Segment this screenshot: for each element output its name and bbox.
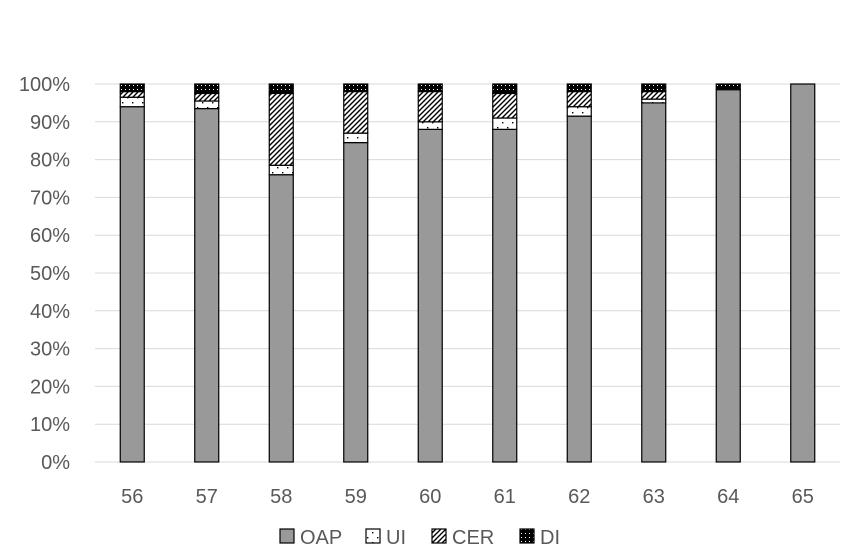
legend-swatch-ui: [365, 528, 381, 544]
y-tick-label: 50%: [30, 263, 70, 285]
bars: [119, 83, 816, 463]
bar-cer-62: [566, 90, 592, 108]
bar-group-63: [641, 83, 667, 463]
x-tick-label: 60: [419, 486, 441, 508]
bar-di-63: [641, 83, 667, 93]
y-tick-label: 90%: [30, 112, 70, 134]
legend-item-cer: CER: [431, 527, 494, 549]
bar-cer-59: [343, 90, 369, 134]
legend-swatch-cer: [431, 528, 447, 544]
bar-di-64: [715, 83, 741, 91]
x-tick-label: 63: [643, 486, 665, 508]
bar-group-56: [119, 83, 145, 463]
bar-cer-58: [268, 92, 294, 166]
bar-di-60: [417, 83, 443, 93]
legend: OAP UI CER DI: [279, 527, 560, 549]
legend-label-oap: OAP: [300, 527, 342, 549]
bar-cer-57: [194, 92, 220, 102]
legend-item-di: DI: [519, 527, 560, 549]
bar-oap-65: [790, 83, 816, 463]
x-axis-tick-labels: 56 57 58 59 60 61 62 63 64 65: [121, 486, 814, 508]
x-tick-label: 56: [121, 486, 143, 508]
bar-oap-60: [417, 128, 443, 463]
y-tick-label: 30%: [30, 339, 70, 361]
x-tick-label: 57: [196, 486, 218, 508]
bar-di-56: [119, 83, 145, 93]
bar-oap-63: [641, 102, 667, 463]
legend-label-di: DI: [540, 527, 560, 549]
x-tick-label: 61: [494, 486, 516, 508]
bar-group-60: [417, 83, 443, 463]
x-tick-label: 64: [717, 486, 739, 508]
legend-swatch-oap: [279, 528, 295, 544]
y-tick-label: 60%: [30, 225, 70, 247]
y-tick-label: 100%: [19, 74, 70, 96]
bar-group-64: [715, 83, 741, 463]
bar-group-65: [790, 83, 816, 463]
bar-oap-59: [343, 141, 369, 463]
bar-group-62: [566, 83, 592, 463]
legend-label-ui: UI: [386, 527, 406, 549]
bar-group-58: [268, 83, 294, 463]
bar-oap-61: [492, 128, 518, 463]
bar-di-62: [566, 83, 592, 93]
bar-di-61: [492, 83, 518, 95]
y-tick-label: 10%: [30, 414, 70, 436]
bar-cer-56: [119, 90, 145, 98]
bar-oap-58: [268, 174, 294, 463]
y-tick-label: 40%: [30, 301, 70, 323]
bar-ui-58: [268, 164, 294, 176]
bar-oap-56: [119, 106, 145, 463]
bar-group-61: [492, 83, 518, 463]
y-tick-label: 80%: [30, 150, 70, 172]
bar-cer-63: [641, 90, 667, 100]
y-tick-label: 20%: [30, 376, 70, 398]
bar-di-57: [194, 83, 220, 95]
legend-label-cer: CER: [452, 527, 494, 549]
x-tick-label: 65: [792, 486, 814, 508]
bar-ui-57: [194, 100, 220, 110]
bar-di-59: [343, 83, 369, 93]
bar-oap-64: [715, 89, 741, 463]
bar-oap-62: [566, 115, 592, 463]
bar-cer-60: [417, 90, 443, 123]
y-tick-label: 0%: [41, 452, 70, 474]
bar-ui-59: [343, 132, 369, 144]
x-tick-label: 62: [568, 486, 590, 508]
x-tick-label: 59: [345, 486, 367, 508]
y-tick-label: 70%: [30, 187, 70, 209]
bar-ui-60: [417, 121, 443, 130]
bar-oap-57: [194, 107, 220, 463]
legend-swatch-di: [519, 528, 535, 544]
y-axis-tick-labels: 0% 10% 20% 30% 40% 50% 60% 70% 80% 90% 100%: [19, 74, 70, 474]
bar-group-57: [194, 83, 220, 463]
legend-item-oap: OAP: [279, 527, 342, 549]
bar-ui-56: [119, 96, 145, 108]
bar-cer-61: [492, 92, 518, 119]
bar-group-59: [343, 83, 369, 463]
legend-item-ui: UI: [365, 527, 406, 549]
bar-di-58: [268, 83, 294, 95]
bar-ui-62: [566, 106, 592, 117]
x-tick-label: 58: [270, 486, 292, 508]
bar-ui-61: [492, 117, 518, 130]
